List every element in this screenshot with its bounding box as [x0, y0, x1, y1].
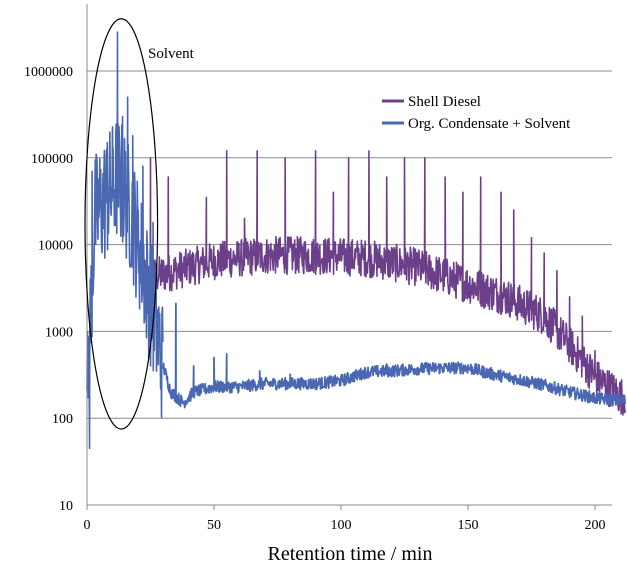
y-tick-label: 1000: [45, 325, 73, 340]
y-tick-label: 100: [52, 412, 73, 427]
y-tick-label: 10000: [38, 239, 73, 254]
series-line-org-condensate: [162, 302, 627, 409]
series-layer: [86, 31, 627, 450]
y-tick-label: 100000: [31, 152, 73, 167]
x-tick-label: 0: [84, 518, 91, 533]
solvent-region-ellipse: [84, 18, 159, 430]
series-line-org-condensate-solvent-region: [86, 31, 164, 450]
x-tick-label: 150: [458, 518, 479, 533]
legend-label-org-condensate: Org. Condensate + Solvent: [408, 116, 571, 132]
x-tick-label: 200: [585, 518, 606, 533]
x-tick-labels: 0 50 100 150 200: [84, 518, 606, 533]
x-tick-label: 100: [331, 518, 352, 533]
x-tick-marks: [86, 505, 596, 510]
legend: Shell Diesel Org. Condensate + Solvent: [382, 94, 571, 132]
legend-label-shell-diesel: Shell Diesel: [408, 94, 481, 110]
y-tick-label: 10: [59, 499, 73, 514]
x-axis-title: Retention time / min: [268, 543, 433, 565]
x-tick-label: 50: [207, 518, 221, 533]
solvent-annotation: Solvent: [148, 46, 195, 62]
series-line-shell-diesel: [142, 150, 627, 416]
y-tick-label: 1000000: [24, 65, 73, 80]
y-tick-labels: 10 100 1000 10000 100000 1000000: [24, 65, 73, 514]
